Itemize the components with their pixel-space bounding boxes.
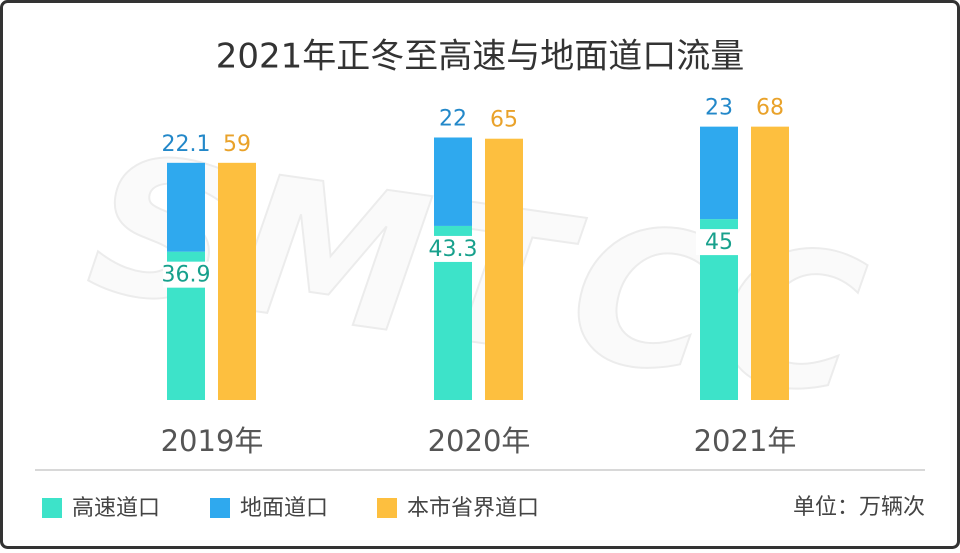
- legend-swatch: [42, 498, 62, 518]
- value-label: 36.9: [162, 263, 211, 288]
- legend-label: 本市省界道口: [407, 496, 539, 521]
- x-tick-label: 2019年: [161, 424, 264, 458]
- legend-label: 地面道口: [240, 496, 328, 521]
- value-label: 43.3: [429, 237, 478, 262]
- value-label: 65: [490, 108, 518, 133]
- value-label: 22: [439, 106, 467, 131]
- bar: [167, 162, 205, 252]
- value-label-bg: [696, 229, 742, 256]
- chart-title: 2021年正冬至高速与地面道口流量: [216, 37, 745, 77]
- legend-label: 高速道口: [72, 496, 160, 521]
- value-label: 59: [223, 132, 251, 157]
- bar: [700, 126, 738, 220]
- unit-note: 单位：万辆次: [793, 495, 925, 520]
- bar: [485, 138, 523, 400]
- bar: [218, 162, 256, 400]
- value-label: 68: [756, 96, 784, 121]
- legend-swatch: [210, 498, 230, 518]
- bar: [751, 126, 789, 400]
- value-label-bg: [430, 235, 476, 262]
- x-tick-label: 2020年: [428, 424, 531, 458]
- value-label: 45: [705, 230, 733, 255]
- value-label: 23: [705, 96, 733, 121]
- bar: [434, 137, 472, 226]
- value-label: 22.1: [162, 132, 211, 157]
- value-label-bg: [163, 261, 209, 288]
- legend-swatch: [377, 498, 397, 518]
- x-tick-label: 2021年: [694, 424, 797, 458]
